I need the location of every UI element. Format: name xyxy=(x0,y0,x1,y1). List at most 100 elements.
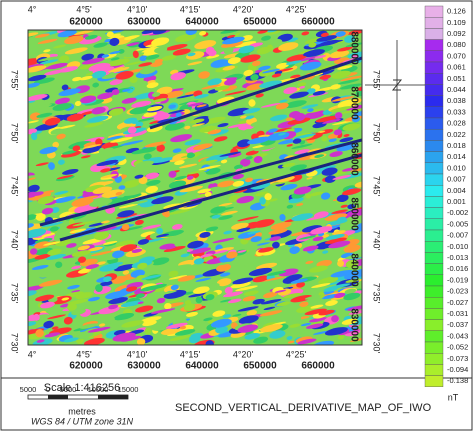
texture xyxy=(337,65,353,70)
texture xyxy=(220,159,228,164)
texture xyxy=(160,327,181,335)
texture xyxy=(308,265,328,273)
texture xyxy=(104,315,115,324)
texture xyxy=(108,67,130,73)
colorbar-label: 0.092 xyxy=(447,29,466,38)
texture xyxy=(199,231,211,238)
texture xyxy=(271,180,292,186)
texture xyxy=(231,222,249,230)
texture xyxy=(254,145,277,152)
texture xyxy=(259,80,282,88)
texture xyxy=(149,232,160,240)
texture xyxy=(135,45,158,51)
texture xyxy=(302,245,319,252)
texture xyxy=(295,203,304,207)
texture xyxy=(135,160,154,168)
texture xyxy=(106,31,114,38)
texture xyxy=(317,130,326,134)
texture xyxy=(53,234,62,243)
texture xyxy=(253,156,263,164)
texture xyxy=(259,310,283,317)
texture xyxy=(38,279,63,287)
texture xyxy=(270,222,292,230)
texture xyxy=(329,151,343,158)
texture xyxy=(41,221,64,227)
texture xyxy=(109,79,123,86)
texture xyxy=(79,75,93,81)
texture xyxy=(332,174,352,180)
texture xyxy=(144,141,167,148)
texture xyxy=(313,330,330,335)
texture xyxy=(260,324,283,333)
texture xyxy=(28,184,40,193)
texture xyxy=(174,160,185,166)
texture xyxy=(199,31,207,36)
texture xyxy=(146,179,161,186)
texture xyxy=(237,216,259,222)
texture xyxy=(169,335,191,341)
texture xyxy=(347,304,362,311)
texture xyxy=(56,175,74,180)
texture xyxy=(307,148,322,153)
texture xyxy=(111,89,120,96)
texture xyxy=(63,337,79,343)
texture xyxy=(154,46,168,54)
degree-label: 4° xyxy=(28,349,37,359)
texture xyxy=(33,104,52,109)
texture xyxy=(154,58,163,64)
colorbar-swatch xyxy=(424,50,444,63)
easting-label: 650000 xyxy=(243,17,277,28)
texture xyxy=(263,291,278,299)
texture xyxy=(115,191,123,196)
texture xyxy=(208,283,220,290)
texture xyxy=(278,268,299,277)
texture xyxy=(324,327,348,336)
texture xyxy=(334,112,343,119)
texture xyxy=(337,46,353,52)
texture xyxy=(79,93,95,99)
texture xyxy=(109,50,121,55)
colorbar-label: -0.073 xyxy=(447,354,468,363)
texture xyxy=(223,53,240,59)
texture xyxy=(69,228,87,234)
texture xyxy=(335,31,346,37)
texture xyxy=(28,94,48,101)
texture xyxy=(273,127,292,133)
texture xyxy=(168,275,188,280)
texture xyxy=(131,100,152,108)
colorbar-swatch xyxy=(424,95,444,107)
colorbar-swatch xyxy=(424,353,444,365)
texture xyxy=(198,164,221,171)
degree-label: 7°30' xyxy=(10,333,20,354)
texture xyxy=(51,326,59,330)
colorbar-label: 0.038 xyxy=(447,96,466,105)
texture xyxy=(163,33,176,38)
easting-label: 640000 xyxy=(185,361,219,372)
texture xyxy=(216,263,232,272)
texture xyxy=(191,123,205,127)
texture xyxy=(286,54,307,62)
texture xyxy=(152,98,168,103)
texture xyxy=(189,197,207,202)
texture xyxy=(168,170,177,178)
scale-label: 0 xyxy=(46,385,50,394)
texture xyxy=(101,220,110,224)
texture xyxy=(105,197,129,205)
texture xyxy=(203,116,226,124)
texture xyxy=(163,203,182,210)
texture xyxy=(138,136,148,141)
scale-bar xyxy=(98,395,128,399)
texture xyxy=(113,264,136,272)
texture xyxy=(355,268,362,273)
easting-label: 620000 xyxy=(69,17,103,28)
texture xyxy=(245,150,259,156)
texture xyxy=(193,143,213,150)
texture xyxy=(43,241,61,246)
texture xyxy=(343,133,350,138)
texture xyxy=(308,191,324,197)
texture xyxy=(212,310,226,317)
texture xyxy=(257,30,268,34)
texture xyxy=(96,261,106,266)
texture xyxy=(168,264,192,271)
texture xyxy=(126,61,143,66)
